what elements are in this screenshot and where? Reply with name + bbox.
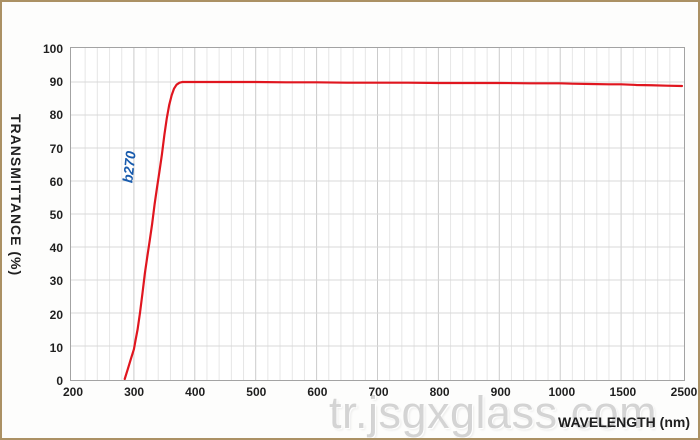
y-tick-label: 20: [49, 307, 63, 322]
y-tick-label: 60: [49, 174, 63, 189]
y-tick-label: 30: [49, 274, 63, 289]
chart-canvas: [71, 48, 684, 380]
y-tick-label: 100: [42, 42, 63, 56]
x-tick-label: 2500: [670, 385, 698, 399]
y-tick-label: 80: [49, 108, 63, 123]
x-tick-label: 700: [368, 385, 389, 399]
plot-area: 0 10 20 30 40 50 60 70 80 90 100 200 300 400 500 600 70…: [43, 42, 697, 399]
x-tick-label: 1500: [609, 385, 637, 399]
y-tick-label: 90: [49, 75, 63, 90]
y-tick-label: 40: [49, 241, 63, 256]
series-label-b270: b270: [119, 150, 139, 184]
x-tick-label: 600: [307, 385, 328, 399]
x-tick-label: 1000: [548, 385, 576, 399]
y-tick-label: 70: [49, 141, 63, 156]
x-axis-title: WAVELENGTH (nm): [558, 414, 690, 430]
x-tick-label: 900: [490, 385, 511, 399]
y-tick-label: 50: [49, 208, 63, 222]
x-tick-label: 800: [429, 385, 450, 399]
x-tick-label: 400: [185, 385, 206, 399]
y-axis-title: TRANSMITTANCE (%): [8, 114, 24, 277]
y-tick-label: 10: [49, 340, 63, 355]
y-tick-label: 0: [56, 374, 63, 388]
x-tick-label: 200: [62, 385, 84, 399]
x-tick-label: 500: [246, 385, 267, 399]
x-tick-label: 300: [124, 385, 145, 399]
